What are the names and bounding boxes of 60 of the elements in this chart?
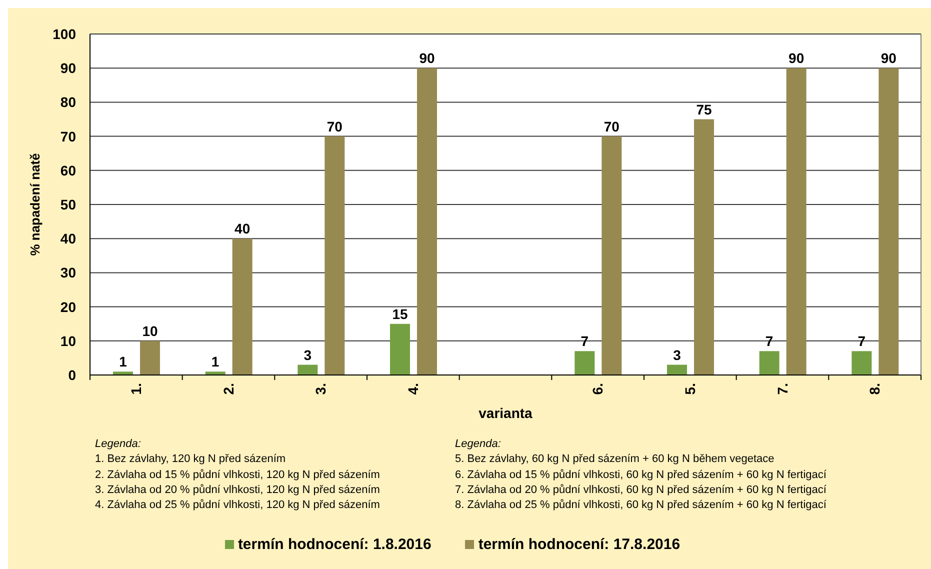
- data-label: 70: [326, 118, 343, 134]
- bar: [390, 324, 410, 375]
- data-label: 1: [211, 354, 220, 370]
- y-tick-label: 20: [60, 298, 76, 315]
- data-label: 15: [392, 306, 408, 322]
- x-tick-label: 6.: [590, 383, 606, 395]
- text: Legenda:: [455, 437, 502, 452]
- data-label: 90: [419, 50, 435, 66]
- y-tick-label: 30: [60, 264, 76, 281]
- y-tick-label: 0: [68, 366, 76, 383]
- bar: [852, 351, 872, 375]
- data-label: 3: [304, 346, 312, 363]
- bar: [140, 340, 160, 375]
- x-tick-label: 4.: [405, 383, 422, 395]
- bar: [417, 68, 437, 375]
- y-tick-label: 80: [60, 94, 76, 110]
- bar: [878, 68, 899, 375]
- data-label: 10: [142, 322, 158, 339]
- text: 2. Závlaha od 15 % půdní vlhkosti, 120 kg N před sázením: [95, 468, 380, 483]
- data-label: 70: [604, 118, 620, 134]
- bar: [574, 351, 595, 375]
- bar: [602, 136, 622, 375]
- text: 4. Závlaha od 25 % půdní vlhkosti, 120 kg N před sázením: [95, 498, 380, 514]
- text: 1. Bez závlahy, 120 kg N před sázením: [95, 452, 287, 468]
- x-tick-label: 8.: [866, 383, 883, 395]
- y-tick-label: 60: [60, 162, 76, 178]
- data-label: 40: [234, 220, 250, 237]
- y-tick-label: 90: [60, 60, 76, 76]
- bar: [694, 119, 714, 375]
- bar: [667, 364, 687, 375]
- bar: [324, 136, 345, 375]
- text: 3. Závlaha od 20 % půdní vlhkosti, 120 kg N před sázením: [95, 482, 380, 498]
- text: 8. Závlaha od 25 % půdní vlhkosti, 60 kg N před sázením + 60 kg N fertigací: [455, 498, 826, 514]
- legend-label: termín hodnocení: 17.8.2016: [478, 536, 680, 553]
- data-label: 3: [673, 346, 682, 363]
- y-tick-label: 10: [60, 332, 76, 349]
- data-label: 75: [696, 101, 712, 118]
- bar: [786, 68, 806, 375]
- x-axis-title: varianta: [478, 405, 533, 421]
- text: Legenda:: [95, 437, 142, 452]
- x-tick-label: 2.: [220, 383, 236, 395]
- bar: [298, 364, 318, 375]
- text: 5. Bez závlahy, 60 kg N před sázením + 60 kg N během vegetace: [455, 452, 776, 468]
- data-label: 1: [119, 354, 128, 370]
- text: 6. Závlaha od 15 % půdní vlhkosti, 60 kg N před sázením + 60 kg N fertigací: [455, 468, 826, 483]
- data-label: 90: [788, 50, 804, 66]
- bar: [759, 351, 780, 375]
- y-tick-label: 70: [60, 128, 76, 144]
- data-label: 90: [880, 50, 897, 66]
- x-tick-label: 1.: [128, 383, 144, 395]
- y-axis-title: % napadení natě: [28, 153, 43, 256]
- x-tick-label: 3.: [312, 383, 329, 395]
- x-tick-label: 7.: [774, 383, 790, 395]
- y-tick-label: 50: [60, 196, 76, 212]
- y-tick-label: 40: [60, 230, 76, 247]
- x-tick-label: 5.: [682, 383, 698, 395]
- y-tick-label: 100: [52, 26, 76, 42]
- legend-label: termín hodnocení: 1.8.2016: [238, 536, 432, 553]
- text: 7. Závlaha od 20 % půdní vlhkosti, 60 kg N před sázením + 60 kg N fertigací: [455, 482, 826, 498]
- bar: [232, 238, 252, 375]
